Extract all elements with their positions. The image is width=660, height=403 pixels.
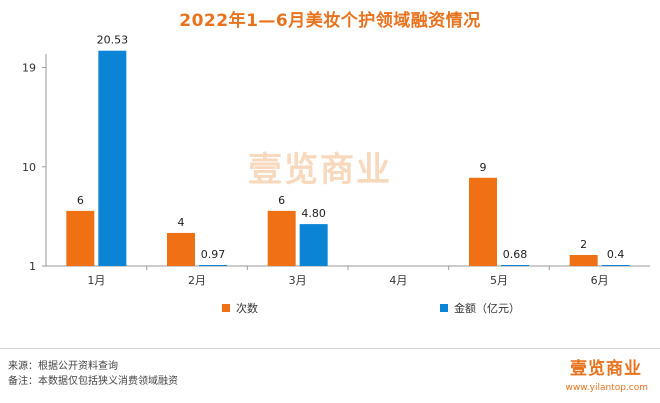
- data-label: 2: [580, 238, 587, 251]
- x-tick-label: 4月: [389, 274, 407, 287]
- footer-url: www.yilantop.com: [565, 383, 649, 393]
- bar-count: [167, 232, 195, 266]
- legend-swatch-amount: [440, 304, 448, 312]
- x-tick-label: 5月: [490, 274, 508, 287]
- y-tick-label: 19: [22, 62, 36, 75]
- footer-logo: 壹览商业: [570, 359, 642, 379]
- data-label: 6: [278, 194, 285, 207]
- legend-label-count: 次数: [236, 302, 258, 315]
- legend-item-count: 次数: [222, 300, 258, 316]
- bar-amount: [601, 265, 630, 266]
- data-label: 20.53: [97, 34, 129, 47]
- legend-item-amount: 金额（亿元）: [440, 300, 520, 316]
- data-label: 0.68: [503, 248, 528, 261]
- legend-swatch-count: [222, 304, 230, 312]
- x-tick-label: 1月: [87, 274, 105, 287]
- bar-count: [569, 254, 598, 266]
- x-tick-label: 6月: [591, 274, 609, 287]
- bar-amount: [501, 265, 529, 266]
- bar-count: [469, 177, 497, 266]
- bar-amount: [299, 224, 328, 266]
- bar-count: [66, 210, 95, 266]
- footer-source: 来源：根据公开资料查询: [8, 361, 118, 372]
- bar-count: [267, 210, 296, 266]
- data-label: 0.4: [607, 248, 625, 261]
- footer-note: 备注：本数据仅包括狭义消费领域融资: [8, 376, 178, 387]
- data-label: 0.97: [201, 248, 226, 261]
- data-label: 9: [480, 161, 487, 174]
- data-label: 4.80: [301, 207, 326, 220]
- bar-amount: [199, 265, 227, 266]
- footer-divider: [0, 348, 660, 349]
- watermark-logo: 壹览商业: [248, 150, 392, 190]
- data-label: 4: [178, 216, 185, 229]
- x-tick-label: 2月: [188, 274, 206, 287]
- chart-title: 2022年1—6月美妆个护领域融资情况: [179, 11, 481, 31]
- data-label: 6: [77, 194, 84, 207]
- y-tick-label: 1: [29, 260, 36, 273]
- legend-label-amount: 金额（亿元）: [454, 302, 520, 315]
- x-tick-label: 3月: [289, 274, 307, 287]
- bar-amount: [98, 50, 127, 266]
- y-tick-label: 10: [22, 161, 36, 174]
